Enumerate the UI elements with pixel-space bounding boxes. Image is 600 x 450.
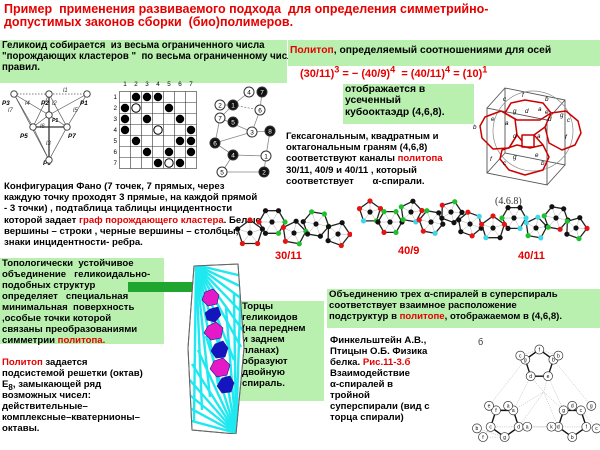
svg-text:f: f [490,156,493,163]
svg-text:7: 7 [218,115,222,122]
svg-text:b: b [476,426,479,432]
svg-text:P7: P7 [68,133,76,140]
svg-text:5: 5 [231,119,235,126]
svg-text:g: g [503,435,506,441]
svg-text:4: 4 [231,152,235,159]
svg-text:1: 1 [113,94,117,101]
svg-text:c: c [567,117,571,124]
svg-text:d: d [529,374,532,380]
svg-text:8: 8 [268,128,272,135]
svg-text:2: 2 [218,102,222,109]
svg-text:d: d [513,133,517,140]
svg-text:g: g [513,108,517,115]
svg-text:P1: P1 [52,118,58,124]
svg-text:d: d [517,425,520,431]
svg-text:1: 1 [123,81,127,88]
svg-text:d: d [525,108,529,115]
svg-text:P3: P3 [2,100,10,107]
svg-text:3: 3 [113,116,117,123]
svg-text:e: e [545,109,549,116]
svg-text:5: 5 [220,169,224,176]
svg-text:a: a [538,106,542,113]
svg-text:1: 1 [231,102,235,109]
svg-text:2: 2 [113,105,117,112]
svg-text:b: b [557,353,560,359]
svg-text:7: 7 [260,89,264,96]
svg-text:5: 5 [113,138,117,145]
svg-text:1: 1 [264,153,268,160]
svg-text:b: b [541,160,545,167]
svg-text:6: 6 [213,140,217,147]
svg-text:4: 4 [156,81,160,88]
svg-text:b: b [571,435,574,441]
svg-text:g: g [513,154,517,161]
svg-text:l1: l1 [63,88,68,94]
svg-text:3: 3 [145,81,149,88]
svg-text:5: 5 [167,81,171,88]
svg-text:6: 6 [178,81,182,88]
svg-text:e: e [547,374,550,380]
svg-text:4: 4 [113,127,117,134]
svg-text:d: d [571,404,574,410]
svg-text:a: a [512,408,515,414]
svg-text:4: 4 [247,89,251,96]
svg-text:e: e [535,152,539,159]
svg-text:g: g [524,357,527,363]
svg-text:7: 7 [113,160,117,167]
svg-text:d: d [548,116,552,123]
svg-text:l3: l3 [46,141,51,147]
svg-text:e: e [491,116,495,123]
svg-text:d: d [557,425,560,431]
svg-text:e: e [488,404,491,410]
svg-text:a: a [537,133,541,140]
svg-text:a: a [507,404,510,410]
svg-text:2: 2 [134,81,138,88]
svg-text:f: f [522,92,525,99]
svg-text:2: 2 [262,169,266,176]
svg-text:P2: P2 [41,100,49,107]
svg-text:P5: P5 [20,133,28,140]
svg-text:c: c [503,96,507,103]
svg-text:b: b [473,124,477,131]
svg-text:7: 7 [189,81,193,88]
svg-text:g: g [562,408,565,414]
svg-text:g: g [590,404,593,410]
svg-text:P1: P1 [80,100,88,107]
svg-text:g: g [560,112,564,119]
svg-text:b: b [545,96,549,103]
svg-text:l7: l7 [8,108,13,114]
svg-text:6: 6 [258,107,262,114]
svg-text:a: a [526,424,529,430]
svg-text:l6: l6 [40,124,45,130]
svg-text:6: 6 [113,149,117,156]
svg-text:b: b [552,357,555,363]
svg-text:3: 3 [250,129,254,136]
svg-text:l5: l5 [73,108,78,114]
svg-text:a: a [505,120,509,127]
svg-text:l4: l4 [25,101,30,107]
svg-text:f: f [565,134,568,141]
svg-text:l2: l2 [52,101,57,107]
